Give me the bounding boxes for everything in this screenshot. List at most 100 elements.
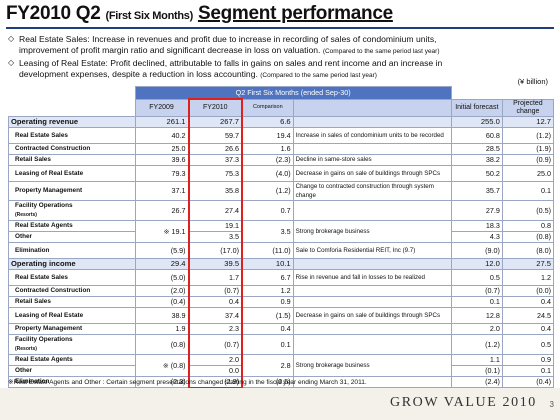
cell-fy2009: 40.2 [134,126,190,144]
cell-comparison: 0.7 [241,199,294,221]
cell-fy2009: 79.3 [134,164,190,182]
cell-comment: Increase in sales of condominium units t… [292,126,452,144]
header-comparison: Comparison [241,98,294,117]
cell-projected: (0.5) [501,199,555,221]
cell-initial: 38.2 [450,153,503,166]
cell-fy2009: (0.8) [134,333,190,355]
bullet-leasing: ◇ Leasing of Real Estate: Profit decline… [8,58,556,81]
cell-fy2010: 35.8 [187,180,244,201]
cell-comparison: (1.2) [241,180,294,201]
cell-comment [292,142,452,155]
cell-fy2009: 29.4 [134,257,190,270]
cell-comparison: 6.7 [241,268,294,286]
page-number: 3 [549,400,554,409]
row-label: Operating income [8,257,136,270]
title-sub: (First Six Months) [105,10,193,22]
cell-initial: 0.5 [450,268,503,286]
cell-fy2010: 75.3 [187,164,244,182]
row-label: Retail Sales [8,153,136,166]
cell-initial: (1.2) [450,333,503,355]
cell-fy2010: 37.4 [187,306,244,324]
cell-initial: 27.9 [450,199,503,221]
table-row: Property Management 1.9 2.3 0.4 2.0 0.4 [8,322,555,335]
unit-label: (¥ billion) [517,77,548,86]
table-row: Facility Operations (Resorts) (0.8) (0.7)… [8,333,555,355]
cell-initial: 1.1 [450,353,503,366]
cell-fy2010: 2.3 [187,322,244,335]
cell-fy2009: (5.9) [134,241,190,259]
cell-projected: 0.5 [501,333,555,355]
cell-comment: Rise in revenue and fall in losses to be… [292,268,452,286]
cell-initial: 12.8 [450,306,503,324]
cell-initial: (0.1) [450,364,503,377]
cell-comparison: 1.2 [241,284,294,297]
row-label: Operating revenue [8,115,136,128]
cell-projected: (1.2) [501,126,555,144]
footer-band [0,388,560,420]
cell-comparison: 10.1 [241,257,294,270]
segment-table: Q2 First Six Months (ended Sep-30) FY200… [8,86,555,389]
cell-comparison: 0.9 [241,295,294,308]
cell-initial: 0.1 [450,295,503,308]
table-row: Real Estate Agents ※ (0.8) 2.0 2.8 Stron… [8,353,555,377]
cell-projected: 12.7 [501,115,555,128]
footnote: ※Real Estate Agents and Other : Certain … [8,379,367,386]
row-label: Real Estate Sales [8,126,136,144]
asterisk-mark: ※ [163,226,170,236]
cell-initial: 2.0 [450,322,503,335]
title-main2: Segment performance [197,3,393,24]
cell-fy2009: (2.0) [134,284,190,297]
row-label: Facility Operations (Resorts) [8,333,136,355]
cell-projected: 0.1 [501,364,555,377]
header-projected: Projected change [501,98,555,117]
bullet-note: (Compared to the same period last year) [322,47,440,55]
cell-comment [292,115,452,128]
table-row: Retail Sales (0.4) 0.4 0.9 0.1 0.4 [8,295,555,308]
row-label: Leasing of Real Estate [8,164,136,182]
cell-projected: (0.0) [501,284,555,297]
row-label: Real Estate Agents [8,219,136,232]
table-row: Contracted Construction (2.0) (0.7) 1.2 … [8,284,555,297]
cell-initial: (2.4) [450,375,503,388]
header-fy2009: FY2009 [134,98,190,117]
cell-fy2010: (17.0) [187,241,244,259]
cell-comment: Decrease in gains on sale of buildings t… [292,306,452,324]
cell-comment-merged: Strong brokerage business [292,353,452,377]
cell-comment [292,199,452,221]
bullet-line2: development expenses, despite a reductio… [19,68,258,79]
page-title: FY2010 Q2 (First Six Months) Segment per… [6,3,393,25]
row-label: Real Estate Sales [8,268,136,286]
grow-value-logo: GROW VALUE 2010 [390,395,537,410]
row-label: Elimination [8,241,136,259]
cell-initial: 12.0 [450,257,503,270]
cell-fy2009-merged: ※ (0.8) [134,353,190,377]
row-label: Elimination [8,375,136,388]
cell-comparison-merged: 3.5 [241,219,294,243]
cell-comparison: 19.4 [241,126,294,144]
cell-comment [292,257,452,270]
bullet-note: (Compared to the same period last year) [260,71,377,79]
header-period: Q2 First Six Months (ended Sep-30) [134,86,452,100]
cell-comparison: (0.5) [241,375,294,388]
table-row: Elimination (2.3) (2.9) (0.5) (2.4) (0.4… [8,375,555,389]
cell-fy2009: 1.9 [134,322,190,335]
cell-fy2010: 59.7 [187,126,244,144]
cell-comparison: 6.6 [241,115,294,128]
table-row: Facility Operations (Resorts) 26.7 27.4 0… [8,199,555,221]
cell-comparison: (2.3) [241,153,294,166]
row-label: Contracted Construction [8,284,136,297]
table-row: Leasing of Real Estate 79.3 75.3 (4.0) D… [8,164,555,182]
cell-comment [292,284,452,297]
cell-initial: 28.5 [450,142,503,155]
diamond-icon: ◇ [8,34,15,43]
row-label-note: (Resorts) [15,211,37,218]
cell-projected: (8.0) [501,241,555,259]
cell-fy2010: 0.0 [187,364,244,377]
merged-value: 19.1 [171,226,186,236]
cell-fy2010: (0.7) [187,333,244,355]
table-row: Real Estate Sales (5.0) 1.7 6.7 Rise in … [8,268,555,286]
cell-comparison: 0.1 [241,333,294,355]
cell-fy2010: 39.5 [187,257,244,270]
cell-initial: 255.0 [450,115,503,128]
table-row: Other 0.0 (0.1) 0.1 [8,364,555,377]
